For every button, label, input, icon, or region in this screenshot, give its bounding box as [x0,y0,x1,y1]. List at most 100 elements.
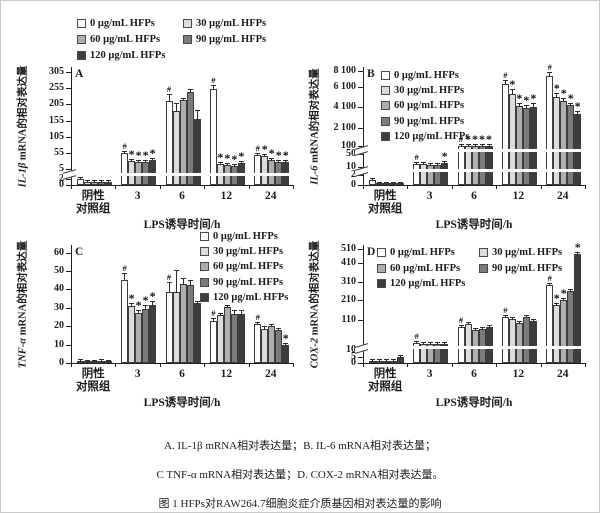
y-tick-mark [66,179,71,181]
hash-significance-mark: # [166,272,172,283]
error-bar [385,182,387,185]
error-bar-cap [143,305,149,307]
error-bar [549,284,551,287]
error-bar-cap [173,103,179,105]
error-bar [93,360,95,363]
legend-label: 120 μg/mL HFPs [213,291,289,303]
error-bar [430,343,432,346]
x-tick-label: 3 [107,190,167,203]
legend-item: 120 μg/mL HFPs [200,290,300,305]
y-tick-mark [66,185,71,186]
error-bar-cap [465,143,471,145]
error-bar [189,90,191,94]
error-bar [131,160,133,162]
legend-item: 60 μg/mL HFPs [377,261,479,277]
legend-item: 90 μg/mL HFPs [479,261,581,277]
axis-break-stripe [365,169,586,173]
legend-swatch [381,131,390,141]
bar [485,146,493,185]
star-significance-mark: * [231,151,238,166]
error-bar [175,271,177,294]
legend-swatch [183,18,192,28]
error-bar [152,302,154,307]
error-bar-cap [486,325,492,327]
error-bar [518,322,520,325]
error-bar [233,164,235,167]
y-tick-label: 50 [346,147,356,159]
x-axis-title: LPS诱导时间/h [143,397,221,409]
x-tick-label: 12 [488,368,548,381]
x-tick-label-line: 6 [471,190,477,202]
error-bar [504,316,506,319]
y-tick-mark [358,153,363,155]
error-bar [474,329,476,332]
y-tick-mark [358,262,363,264]
x-tick-mark [71,364,72,367]
y-tick-label: 5 [59,163,64,175]
error-bar [107,181,109,184]
legend-swatch [77,18,86,28]
bar [522,107,530,185]
y-tick-label: 40 [54,283,64,295]
figure-row-bottom: TNF-α mRNA的相对表达量 0 10 20 30 40 50 60 # # # # * * * * * 阴性… [1,229,599,415]
legend-swatch [77,34,86,44]
x-tick-label: 24 [533,368,593,381]
hash-significance-mark: # [458,133,464,144]
error-bar-cap [276,327,282,329]
star-significance-mark: * [441,148,448,163]
star-significance-mark: * [217,150,224,165]
error-bar [481,144,483,147]
bar [254,324,262,363]
error-bar [100,360,102,363]
axis-break-stripe [73,172,294,176]
error-bar [532,104,534,108]
error-bar [285,343,287,346]
error-bar-cap [523,314,529,316]
y-tick-label: 210 [341,294,356,306]
x-tick-mark [540,364,542,367]
error-bar-cap [458,143,464,145]
error-bar-cap [238,309,244,311]
legend-swatch [377,248,386,258]
error-bar [570,289,572,293]
x-axis-title: LPS诱导时间/h [435,219,513,231]
x-tick-label: 3 [399,368,459,381]
bar [501,317,509,363]
x-tick-label-line: 3 [134,190,141,202]
legend: 0 μg/mL HFPs 30 μg/mL HFPs 60 μg/mL HFPs 90… [377,245,587,292]
y-tick-label: 410 [341,256,356,268]
legend-item: 60 μg/mL HFPs [77,31,183,47]
y-tick-label: 310 [341,275,356,287]
x-tick-mark [248,186,250,189]
error-bar [124,273,126,282]
y-tick-mark [66,152,71,154]
legend-item: 90 μg/mL HFPs [381,114,511,129]
x-tick-mark [115,186,117,189]
star-significance-mark: * [516,90,523,105]
y-tick-mark [358,185,363,186]
y-tick-label: 0 [59,357,64,368]
error-bar-cap [369,177,375,179]
error-bar-cap [84,180,90,182]
error-bar [556,304,558,307]
error-bar-cap [575,251,581,253]
bar [223,306,231,363]
legend: 0 μg/mL HFPs 30 μg/mL HFPs 60 μg/mL HFPs 90… [77,15,295,63]
x-tick-label-line: 阴性 [81,368,105,380]
legend-swatch [200,262,209,272]
x-tick-label-line: 12 [220,190,233,202]
error-bar-cap [442,160,448,162]
x-tick-mark [407,186,409,189]
error-bar [182,279,184,285]
legend-item: 60 μg/mL HFPs [381,98,511,113]
error-bar-cap [421,341,427,343]
bar [209,89,217,185]
hash-significance-mark: # [122,141,127,152]
error-bar-cap [217,313,223,315]
star-significance-mark: * [509,77,516,92]
hash-significance-mark: # [414,330,419,341]
error-bar-cap [269,324,275,326]
star-significance-mark: * [142,293,149,308]
star-significance-mark: * [553,291,560,306]
